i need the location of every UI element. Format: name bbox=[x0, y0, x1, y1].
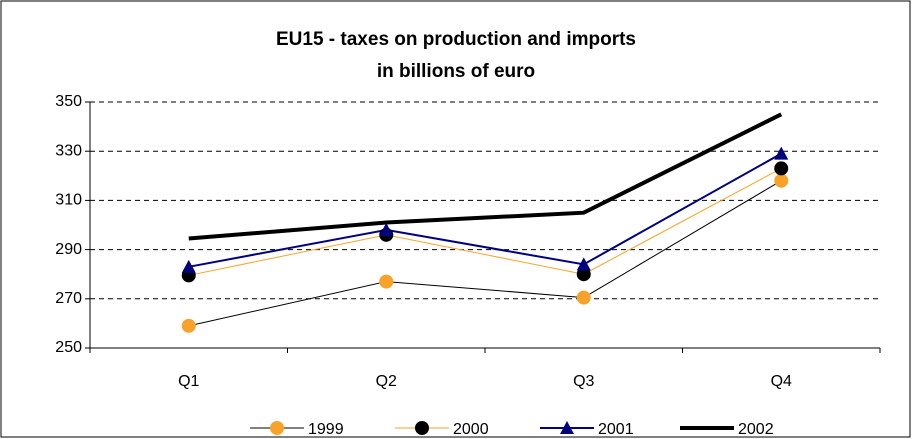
data-point bbox=[379, 274, 394, 289]
y-tick-label: 310 bbox=[55, 192, 82, 209]
series-line bbox=[188, 112, 783, 241]
y-tick-label: 290 bbox=[55, 241, 82, 258]
data-point bbox=[576, 267, 591, 282]
data-point bbox=[181, 318, 196, 333]
legend-label: 2001 bbox=[598, 421, 634, 438]
data-point bbox=[774, 146, 789, 160]
data-point bbox=[181, 259, 196, 273]
x-tick-label: Q1 bbox=[178, 373, 199, 390]
y-tick-label: 350 bbox=[55, 93, 82, 110]
y-tick-label: 330 bbox=[55, 142, 82, 159]
x-tick-label: Q2 bbox=[376, 373, 397, 390]
data-point bbox=[379, 222, 394, 236]
data-point bbox=[576, 290, 591, 305]
series-line bbox=[188, 167, 782, 276]
data-point bbox=[576, 257, 591, 271]
legend-label: 1999 bbox=[308, 421, 344, 438]
legend-label: 2002 bbox=[738, 421, 774, 438]
series-line bbox=[188, 180, 782, 327]
y-tick-label: 250 bbox=[55, 339, 82, 356]
legend-marker bbox=[560, 421, 574, 434]
data-point bbox=[774, 173, 789, 188]
series-line bbox=[188, 152, 782, 268]
legend-marker bbox=[415, 421, 429, 435]
y-tick-label: 270 bbox=[55, 290, 82, 307]
chart-subtitle: in billions of euro bbox=[377, 61, 535, 82]
data-point bbox=[774, 161, 789, 176]
x-tick-label: Q4 bbox=[771, 373, 792, 390]
legend-label: 2000 bbox=[453, 421, 489, 438]
legend-marker bbox=[270, 421, 284, 435]
x-tick-label: Q3 bbox=[573, 373, 594, 390]
chart-title: EU15 - taxes on production and imports bbox=[276, 29, 636, 50]
